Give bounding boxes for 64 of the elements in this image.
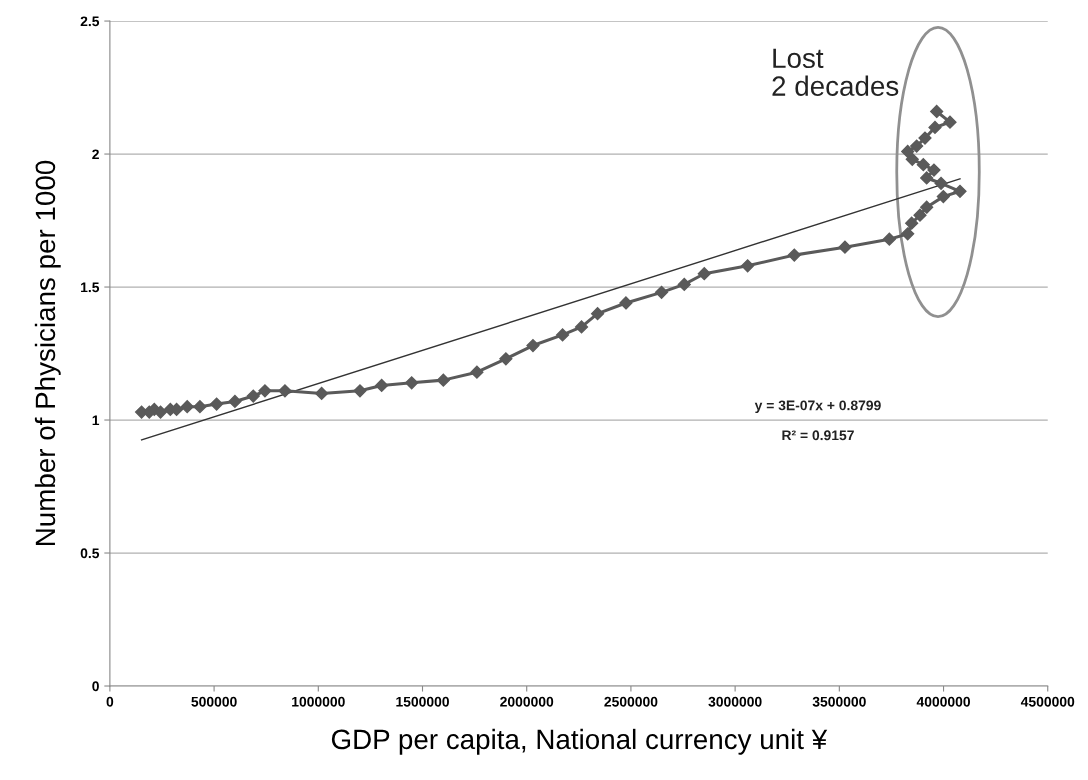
- point: [953, 184, 967, 198]
- point: [654, 285, 669, 299]
- point: [901, 144, 915, 158]
- point: [905, 216, 919, 230]
- annotation: Lost 2 decades: [772, 48, 899, 96]
- point: [315, 386, 329, 401]
- x-tick-label: 2500000: [604, 696, 658, 707]
- annotation: R² = 0.9157: [782, 430, 854, 441]
- y-tick-label: 1.5: [81, 282, 100, 293]
- point: [934, 176, 948, 190]
- point: [258, 384, 272, 398]
- point: [210, 397, 224, 411]
- x-tick-label: 2000000: [500, 696, 554, 707]
- y-tick-label: 2.5: [80, 16, 100, 27]
- x-tick-label: 0: [106, 696, 114, 707]
- point: [228, 394, 242, 408]
- point: [787, 248, 801, 262]
- point: [470, 365, 484, 379]
- point: [193, 400, 207, 414]
- point: [913, 208, 927, 222]
- point: [928, 120, 942, 135]
- point: [375, 378, 389, 393]
- point: [180, 400, 194, 414]
- annotation: y = 3E-07x + 0.8799: [754, 400, 881, 414]
- point: [353, 384, 367, 398]
- point: [741, 259, 755, 273]
- point: [405, 376, 419, 390]
- point: [901, 227, 915, 241]
- point: [677, 277, 691, 291]
- x-tick-label: 3000000: [708, 696, 762, 707]
- point: [910, 139, 924, 153]
- point: [882, 232, 896, 246]
- point: [590, 307, 605, 321]
- point: [574, 320, 589, 334]
- point: [526, 338, 540, 353]
- point: [619, 296, 633, 310]
- x-tick-label: 500000: [191, 696, 237, 707]
- x-tick-label: 4500000: [1020, 696, 1075, 707]
- y-axis-title: Number of Physicians per 1000: [34, 160, 61, 546]
- point: [936, 190, 950, 204]
- point: [927, 163, 941, 177]
- x-tick-label: 1000000: [292, 696, 345, 707]
- point: [920, 171, 934, 185]
- y-tick-label: 0: [92, 681, 99, 692]
- point: [555, 328, 570, 342]
- point: [918, 131, 932, 145]
- point: [930, 104, 944, 119]
- x-tick-label: 4000000: [916, 696, 971, 707]
- point: [499, 352, 513, 366]
- point: [916, 158, 930, 172]
- point: [697, 267, 711, 281]
- y-tick-label: 2: [92, 149, 99, 160]
- point: [943, 115, 957, 129]
- point: [920, 200, 934, 214]
- point: [838, 240, 852, 254]
- x-tick-label: 1500000: [396, 696, 449, 707]
- y-tick-label: 1: [92, 415, 100, 426]
- x-tick-label: 3500000: [812, 696, 866, 707]
- y-tick-label: 0.5: [80, 548, 100, 559]
- point: [436, 373, 450, 387]
- point: [905, 152, 919, 166]
- point: [278, 384, 292, 398]
- x-axis-title: GDP per capita, National currency unit ¥: [331, 728, 828, 755]
- point: [246, 389, 260, 403]
